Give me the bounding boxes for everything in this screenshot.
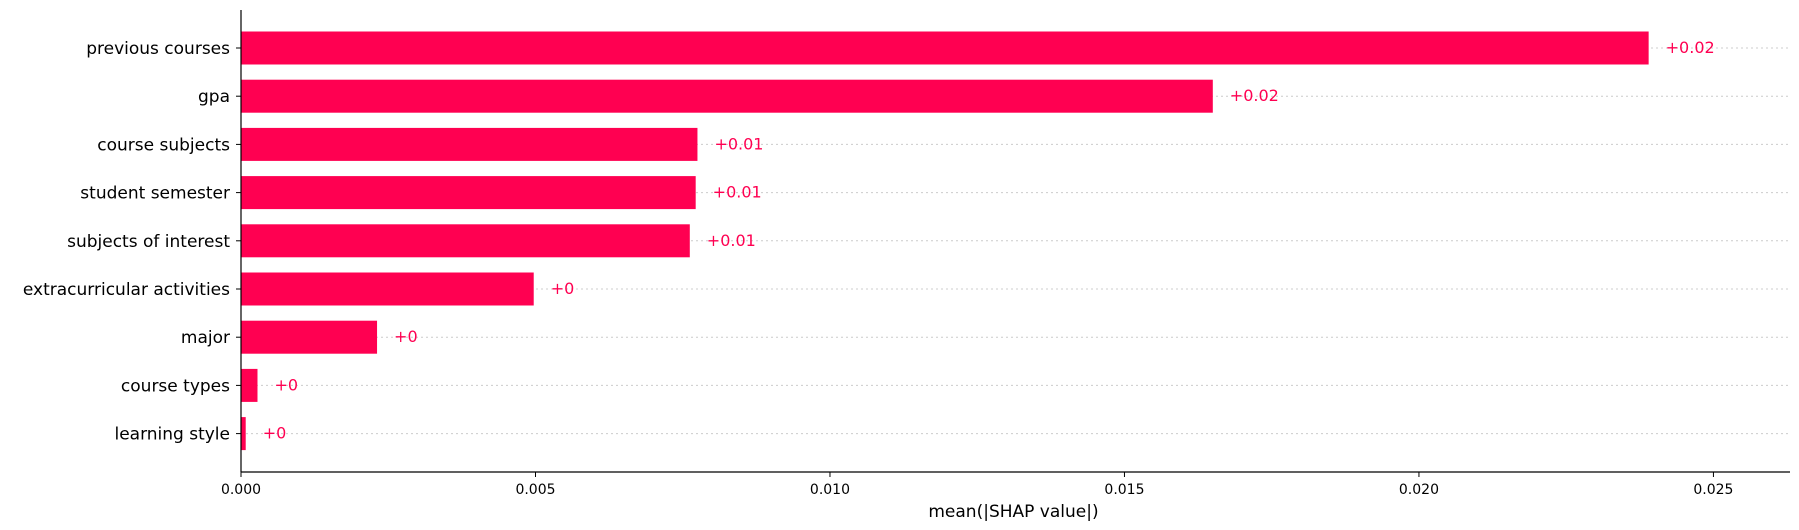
data-label: +0.02	[1230, 86, 1279, 105]
bar-gpa	[241, 79, 1213, 113]
data-label: +0	[551, 279, 575, 298]
category-label: gpa	[198, 87, 230, 107]
category-label: course types	[121, 376, 230, 396]
category-label: previous courses	[86, 39, 230, 59]
category-label: subjects of interest	[67, 232, 230, 252]
x-tick-label: 0.000	[221, 482, 261, 498]
x-tick-label: 0.020	[1399, 482, 1439, 498]
data-label: +0	[394, 327, 418, 346]
category-label: learning style	[114, 425, 230, 445]
bar-extracurricular-activities	[241, 272, 534, 306]
bar-course-types	[241, 368, 258, 402]
category-label: major	[181, 328, 230, 348]
labels: previous courses +0.02 gpa +0.02 course subj…	[23, 38, 1734, 498]
x-tick-label: 0.010	[810, 482, 850, 498]
data-label: +0	[274, 375, 298, 394]
bar-subjects-of-interest	[241, 224, 690, 258]
x-tick-label: 0.025	[1693, 482, 1733, 498]
bars	[241, 31, 1649, 451]
data-label: +0.01	[713, 183, 762, 202]
bar-learning-style	[241, 417, 246, 451]
category-label: student semester	[80, 184, 230, 204]
x-tick-label: 0.005	[515, 482, 555, 498]
data-label: +0	[263, 424, 287, 443]
category-label: extracurricular activities	[23, 280, 230, 300]
bar-major	[241, 320, 378, 354]
x-tick-label: 0.015	[1104, 482, 1144, 498]
axes	[236, 10, 1790, 477]
data-label: +0.01	[714, 134, 763, 153]
category-label: course subjects	[97, 135, 230, 155]
bar-student-semester	[241, 176, 696, 210]
x-axis-title: mean(|SHAP value|)	[928, 502, 1098, 522]
bar-course-subjects	[241, 127, 698, 161]
data-label: +0.02	[1666, 38, 1715, 57]
data-label: +0.01	[707, 231, 756, 250]
bar-previous-courses	[241, 31, 1649, 65]
